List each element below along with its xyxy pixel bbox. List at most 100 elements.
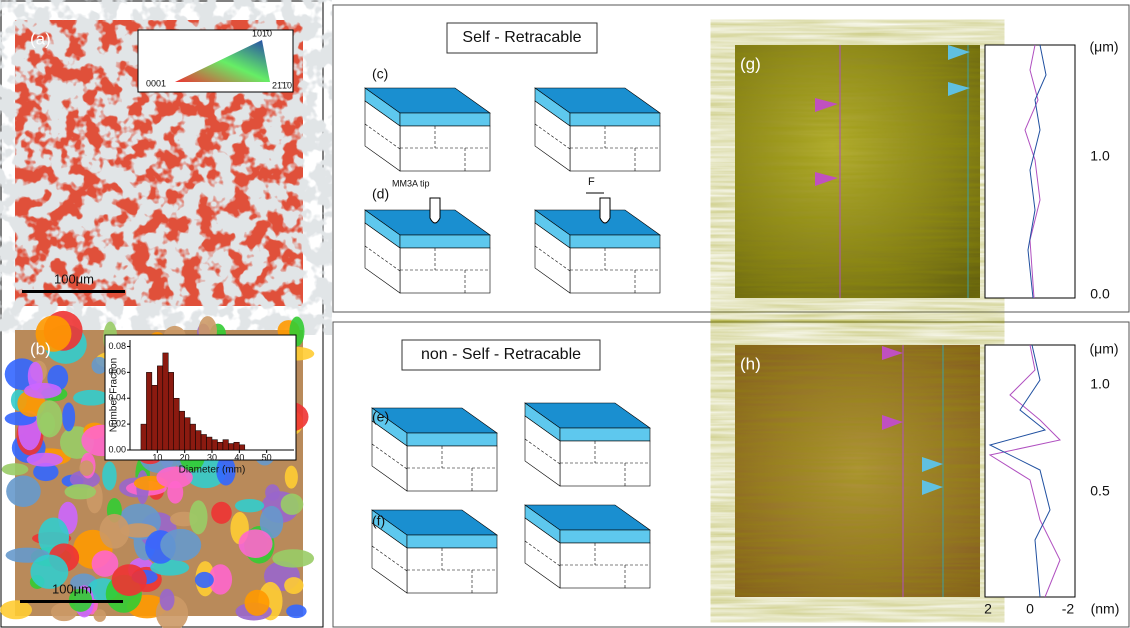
scale-label: 100μm (54, 271, 94, 286)
grain (93, 609, 107, 622)
arrow (882, 415, 903, 430)
block-front (559, 427, 651, 442)
block-side (364, 100, 401, 172)
block-front (569, 234, 661, 249)
block-body (559, 542, 651, 589)
grain (234, 498, 265, 513)
grain (35, 315, 72, 352)
bar (168, 372, 174, 451)
tick-label: 1.0 (1090, 376, 1110, 392)
bar (184, 417, 191, 451)
grain (111, 564, 147, 596)
grain (284, 465, 298, 489)
grain (33, 462, 59, 482)
block-body (559, 440, 651, 487)
panel-label: (c) (372, 66, 388, 82)
tick-label: -2 (1062, 601, 1075, 617)
grain (91, 550, 119, 577)
grain (216, 455, 236, 486)
block-front (406, 534, 498, 549)
tip (429, 197, 441, 224)
x-tick-label: 30 (207, 452, 217, 462)
block-body (406, 445, 498, 492)
block-side (371, 420, 408, 492)
grain (102, 461, 117, 491)
bar (195, 430, 202, 451)
dash (524, 438, 650, 486)
panel-label: (d) (372, 186, 389, 202)
grain (99, 513, 130, 549)
panel-label: (g) (740, 54, 761, 73)
tick-label: 2 (984, 601, 992, 617)
grain (64, 484, 97, 500)
profile-curve (1024, 44, 1041, 299)
grain (91, 356, 108, 374)
arrow (815, 98, 838, 112)
block-body (569, 125, 661, 172)
title-box (446, 22, 598, 54)
title: non - Self - Retracable (421, 346, 581, 363)
x-tick-label: 10 (152, 452, 162, 462)
annotation: MM3A tip (392, 178, 430, 188)
bottom-frame (332, 321, 1130, 628)
y-tick-label: 0.02 (108, 418, 126, 428)
bar (217, 441, 224, 451)
bar (189, 423, 196, 451)
block-side (524, 517, 561, 589)
block-side (534, 100, 571, 172)
tick-label: 0 (1026, 601, 1034, 617)
grain (62, 402, 76, 432)
tick-label: 0.0 (1090, 286, 1110, 302)
y-tick-label: 0.00 (108, 444, 126, 454)
y-tick-label: 0.04 (108, 393, 126, 403)
block-side (534, 222, 571, 294)
dash (534, 245, 660, 293)
grain (50, 602, 78, 622)
key-label: 21̄1̄0 (272, 80, 292, 90)
block-side (371, 522, 408, 594)
grain (259, 505, 284, 539)
x-tick-label: 20 (180, 452, 190, 462)
grain (284, 577, 304, 594)
grain (194, 571, 214, 589)
grain (6, 475, 41, 507)
x-tick-label: 40 (234, 452, 244, 462)
bar (173, 397, 180, 451)
grain (244, 589, 270, 616)
key-label: 101̄0 (252, 28, 272, 38)
y-axis-label: Number Fraction (109, 358, 120, 432)
dash (364, 245, 490, 293)
block-body (399, 125, 491, 172)
grain (79, 460, 94, 476)
top-frame (332, 4, 1130, 313)
block-body (406, 547, 498, 594)
x-axis-label: Diameter (mm) (179, 465, 246, 476)
block-side (364, 222, 401, 294)
block-front (569, 112, 661, 127)
panel-label: (h) (740, 354, 761, 373)
bar (151, 385, 158, 451)
grain (286, 604, 307, 619)
arrow (948, 45, 970, 60)
grain (156, 466, 193, 489)
grain (238, 529, 273, 559)
arrow (922, 457, 943, 472)
grain (159, 588, 175, 611)
grain (120, 523, 157, 538)
grain (280, 493, 304, 515)
key-triangle (175, 40, 270, 82)
bar (140, 423, 147, 451)
panel-label: (e) (372, 409, 389, 425)
block-front (559, 529, 651, 544)
bar (157, 365, 164, 451)
x-tick-label: 50 (262, 452, 272, 462)
arrow (882, 346, 903, 360)
afm-texture (735, 345, 980, 597)
tick-label: 0.5 (1090, 483, 1110, 499)
bar (222, 439, 229, 451)
block-front (399, 112, 491, 127)
grain (211, 501, 232, 524)
grain (73, 389, 109, 406)
grain (0, 600, 33, 620)
y-tick-label: 0.06 (108, 367, 126, 377)
